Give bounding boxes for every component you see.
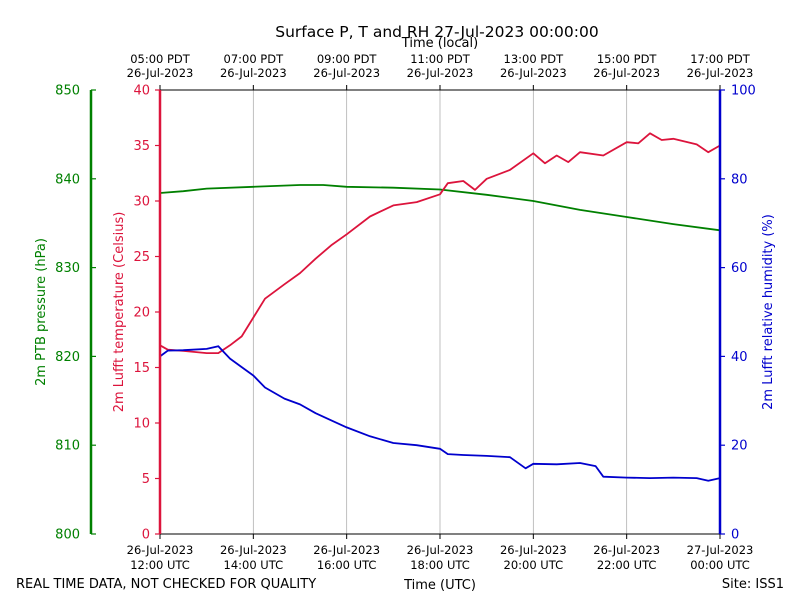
humidity-tick-label: 100 bbox=[731, 84, 756, 99]
x-tick-label-time: 22:00 UTC bbox=[597, 558, 657, 572]
pressure-tick-label: 840 bbox=[55, 172, 80, 187]
pressure-tick-label: 820 bbox=[55, 350, 80, 365]
x-tick-label-date: 27-Jul-2023 bbox=[687, 543, 754, 557]
x-axis-title: Time (UTC) bbox=[403, 578, 476, 593]
humidity-series-line bbox=[159, 345, 721, 482]
top-x-tick-label-date: 26-Jul-2023 bbox=[220, 66, 287, 80]
x-tick-label-time: 20:00 UTC bbox=[504, 558, 564, 572]
temperature-tick-label: 35 bbox=[133, 139, 150, 154]
pressure-tick-label: 800 bbox=[55, 528, 80, 543]
top-axis-title: Time (local) bbox=[401, 36, 478, 51]
top-x-tick-label-time: 05:00 PDT bbox=[130, 52, 191, 66]
humidity-tick-label: 80 bbox=[731, 172, 748, 187]
x-tick-label-date: 26-Jul-2023 bbox=[500, 543, 567, 557]
quality-disclaimer: REAL TIME DATA, NOT CHECKED FOR QUALITY bbox=[16, 577, 316, 592]
temperature-tick-label: 40 bbox=[133, 84, 150, 99]
top-x-tick-label-date: 26-Jul-2023 bbox=[407, 66, 474, 80]
top-x-tick-label-time: 17:00 PDT bbox=[690, 52, 751, 66]
x-tick-label-time: 16:00 UTC bbox=[317, 558, 377, 572]
x-tick-label-date: 26-Jul-2023 bbox=[313, 543, 380, 557]
humidity-tick-label: 20 bbox=[731, 439, 748, 454]
top-x-tick-label-time: 11:00 PDT bbox=[410, 52, 471, 66]
x-tick-label-date: 26-Jul-2023 bbox=[593, 543, 660, 557]
humidity-tick-label: 0 bbox=[731, 528, 739, 543]
humidity-tick-label: 40 bbox=[731, 350, 748, 365]
temperature-series-line bbox=[159, 132, 721, 355]
series-lines bbox=[159, 132, 721, 482]
top-x-tick-label-time: 07:00 PDT bbox=[224, 52, 285, 66]
site-label: Site: ISS1 bbox=[722, 577, 784, 592]
temperature-tick-label: 30 bbox=[133, 195, 150, 210]
top-x-tick-label-date: 26-Jul-2023 bbox=[127, 66, 194, 80]
pressure-series-line bbox=[159, 184, 721, 232]
x-tick-label-time: 00:00 UTC bbox=[690, 558, 750, 572]
top-x-tick-label-time: 13:00 PDT bbox=[504, 52, 565, 66]
temperature-tick-label: 15 bbox=[133, 361, 150, 376]
temperature-axis-title: 2m Lufft temperature (Celsius) bbox=[112, 212, 127, 413]
pressure-tick-label: 810 bbox=[55, 439, 80, 454]
x-tick-label-date: 26-Jul-2023 bbox=[407, 543, 474, 557]
x-tick-label-date: 26-Jul-2023 bbox=[220, 543, 287, 557]
pressure-tick-label: 830 bbox=[55, 261, 80, 276]
top-x-tick-label-time: 15:00 PDT bbox=[597, 52, 658, 66]
top-x-tick-label-date: 26-Jul-2023 bbox=[313, 66, 380, 80]
temperature-tick-label: 10 bbox=[133, 417, 150, 432]
temperature-tick-label: 5 bbox=[142, 472, 150, 487]
x-tick-label-date: 26-Jul-2023 bbox=[127, 543, 194, 557]
top-x-tick-label-date: 26-Jul-2023 bbox=[687, 66, 754, 80]
top-x-tick-label-time: 09:00 PDT bbox=[317, 52, 378, 66]
humidity-axis-title: 2m Lufft relative humidity (%) bbox=[761, 214, 776, 410]
humidity-tick-label: 60 bbox=[731, 261, 748, 276]
top-x-tick-label-date: 26-Jul-2023 bbox=[500, 66, 567, 80]
x-tick-label-time: 14:00 UTC bbox=[224, 558, 284, 572]
pressure-tick-label: 850 bbox=[55, 84, 80, 99]
grid-lines bbox=[252, 90, 628, 534]
pressure-axis-title: 2m PTB pressure (hPa) bbox=[34, 238, 49, 386]
temperature-tick-label: 25 bbox=[133, 250, 150, 265]
x-tick-label-time: 18:00 UTC bbox=[410, 558, 470, 572]
temperature-tick-label: 20 bbox=[133, 306, 150, 321]
chart-title: Surface P, T and RH 27-Jul-2023 00:00:00 bbox=[275, 23, 598, 41]
x-tick-label-time: 12:00 UTC bbox=[130, 558, 190, 572]
top-x-tick-label-date: 26-Jul-2023 bbox=[593, 66, 660, 80]
temperature-tick-label: 0 bbox=[142, 528, 150, 543]
